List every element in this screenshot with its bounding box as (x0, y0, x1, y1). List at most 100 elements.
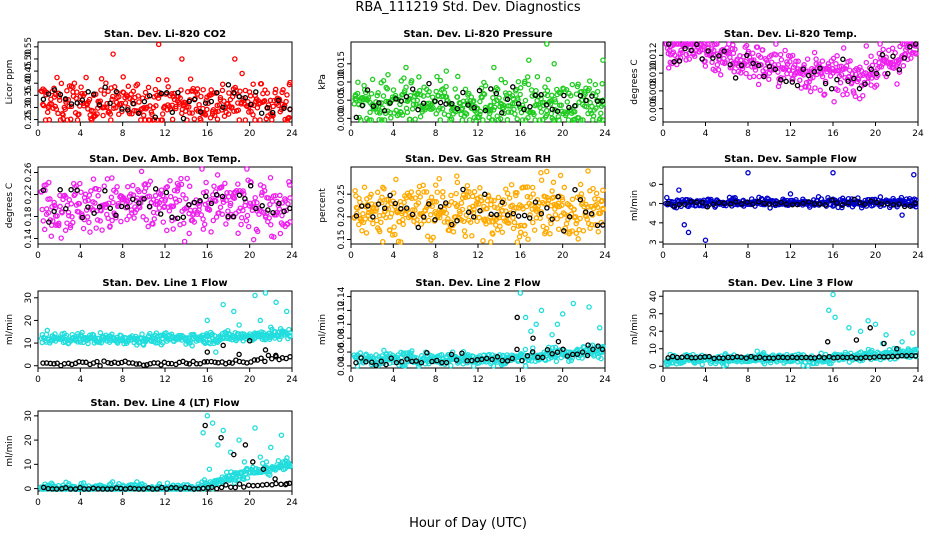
panel-5: Stan. Dev. Gas Stream RH0 4 8 12 16 20 240.150… (318, 154, 611, 261)
data-point (154, 486, 160, 492)
data-point (235, 230, 241, 237)
data-point (247, 93, 254, 99)
data-point (452, 86, 458, 92)
data-point (167, 193, 174, 200)
data-point (590, 346, 596, 353)
data-point (502, 79, 509, 86)
data-point (191, 96, 198, 103)
data-point (124, 198, 131, 205)
data-point (868, 53, 874, 59)
data-point (596, 325, 603, 331)
data-point (811, 201, 818, 207)
data-point (553, 358, 560, 365)
data-point (143, 217, 150, 223)
data-point (388, 115, 394, 121)
data-point (844, 91, 850, 97)
data-point (414, 97, 421, 104)
data-point (532, 199, 539, 205)
data-point (283, 480, 290, 487)
data-point (510, 225, 517, 232)
data-point (208, 98, 215, 105)
data-point (556, 117, 562, 123)
data-point (756, 73, 762, 80)
data-point (754, 348, 760, 354)
data-point (491, 197, 497, 204)
data-point (787, 58, 793, 65)
data-point (369, 359, 375, 365)
y-tick-label: 30 (24, 410, 34, 422)
data-point (776, 80, 783, 86)
data-point (353, 213, 360, 219)
data-point (361, 184, 368, 190)
x-tick-label: 12 (159, 251, 170, 261)
data-point (679, 354, 685, 361)
data-point (805, 84, 812, 90)
x-tick-label: 20 (244, 129, 256, 139)
data-point (693, 41, 700, 48)
data-point (181, 238, 188, 245)
data-point (86, 219, 92, 226)
data-point (412, 195, 419, 201)
data-point (775, 61, 782, 68)
data-point (466, 117, 473, 123)
y-tick-label: 0.55 (24, 37, 34, 57)
data-point (427, 212, 434, 218)
x-tick-label: 0 (348, 375, 354, 385)
data-point (241, 484, 247, 490)
data-point (846, 67, 853, 73)
data-point (199, 166, 205, 172)
data-point (178, 87, 184, 93)
series-mean (665, 325, 919, 362)
data-point (441, 219, 448, 225)
data-point (804, 56, 811, 62)
data-point (127, 199, 133, 205)
data-point (794, 82, 801, 89)
data-point (868, 198, 874, 204)
data-point (113, 89, 120, 95)
data-point (549, 345, 556, 351)
data-point (443, 101, 449, 107)
data-point (219, 87, 226, 94)
x-tick-label: 8 (745, 129, 751, 139)
series-mean (40, 183, 293, 225)
x-tick-label: 20 (244, 251, 256, 261)
data-point (420, 182, 426, 189)
data-point (795, 58, 801, 65)
data-point (477, 208, 483, 214)
x-tick-label: 24 (286, 251, 298, 261)
data-point (175, 182, 182, 189)
data-point (286, 480, 293, 487)
data-point (368, 91, 375, 97)
data-point (160, 340, 166, 346)
data-point (511, 106, 517, 113)
data-point (544, 41, 550, 47)
data-point (868, 66, 874, 73)
data-point (558, 102, 565, 108)
data-point (265, 207, 271, 213)
data-point (437, 99, 444, 106)
y-tick-label: 0 (649, 363, 659, 369)
data-point (549, 92, 555, 99)
data-point (220, 342, 226, 349)
data-point (118, 218, 124, 225)
data-point (454, 94, 461, 100)
data-point (490, 107, 497, 113)
x-tick-label: 4 (390, 375, 396, 385)
data-point (252, 117, 258, 123)
x-tick-label: 16 (202, 129, 214, 139)
data-point (826, 307, 832, 314)
data-point (510, 208, 517, 214)
data-point (85, 89, 91, 95)
data-point (79, 329, 85, 336)
data-point (69, 214, 75, 220)
data-point (751, 73, 757, 80)
data-point (912, 353, 919, 359)
data-point (247, 183, 254, 189)
data-point (85, 197, 91, 204)
data-point (279, 89, 285, 96)
data-point (200, 216, 206, 222)
data-point (528, 87, 535, 93)
data-point (273, 480, 279, 487)
data-point (287, 330, 293, 336)
data-point (761, 73, 767, 80)
